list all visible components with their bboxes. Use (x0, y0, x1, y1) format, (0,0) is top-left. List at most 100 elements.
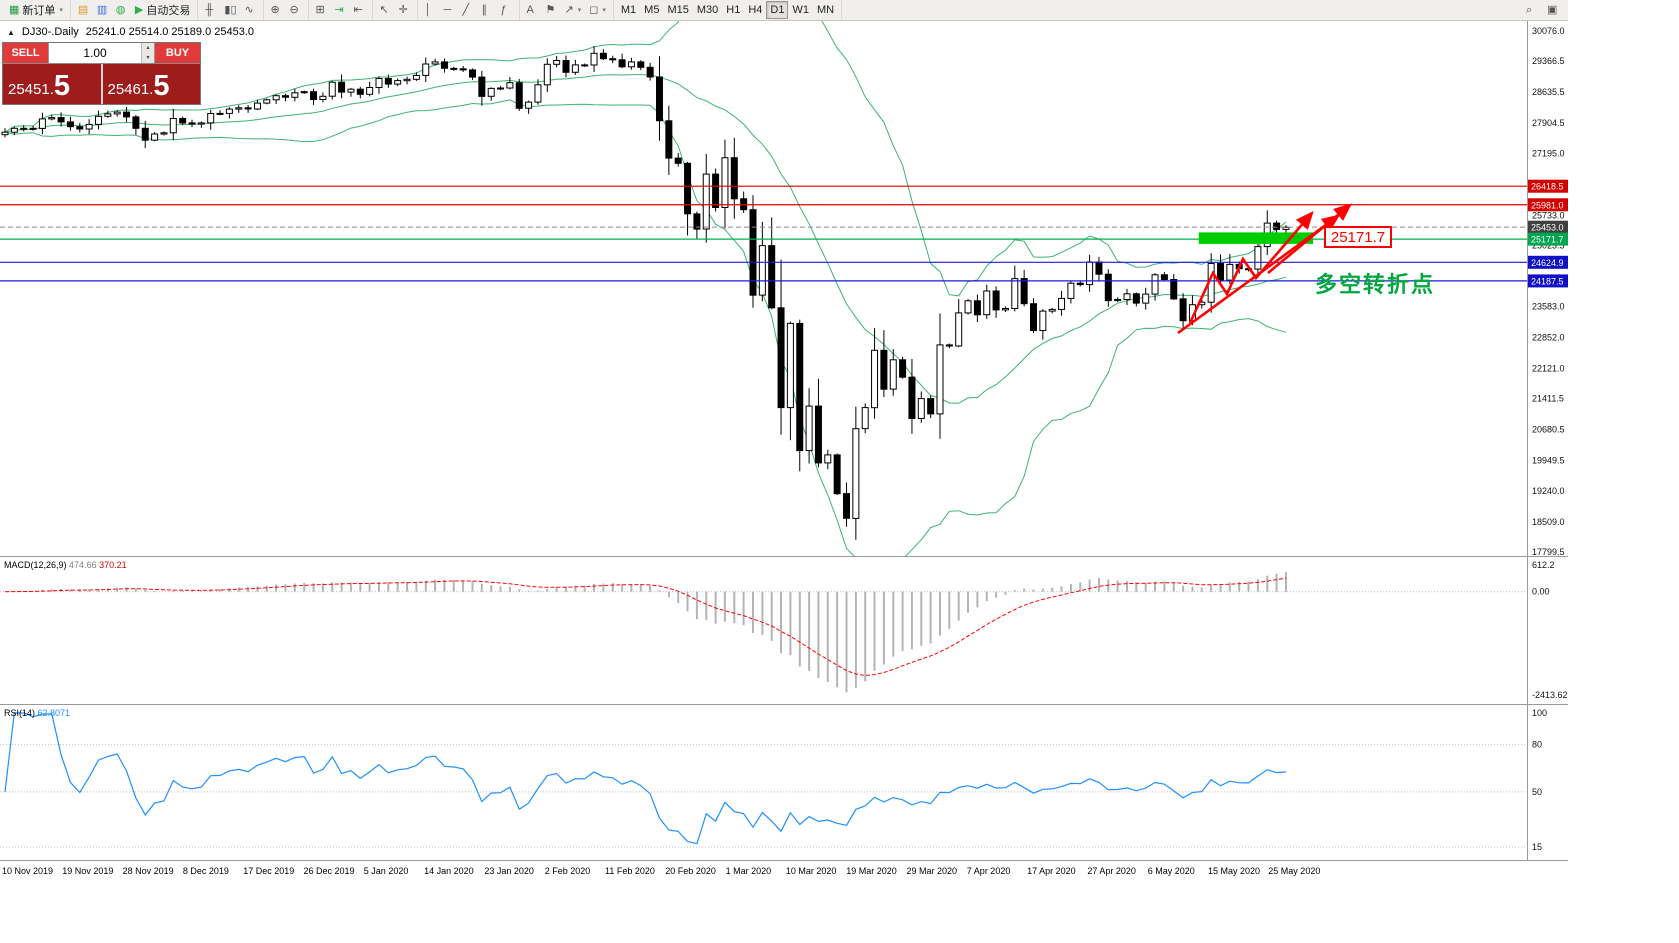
zoom-group: ⊕ ⊖ (264, 0, 309, 20)
tf-m1-button[interactable]: M1 (617, 1, 640, 19)
auto-scroll-button[interactable]: ⇥ (331, 1, 350, 19)
buy-price[interactable]: 25461. 5 (100, 64, 201, 104)
zoom-in-icon: ⊕ (270, 3, 280, 16)
arrows-button[interactable]: ↗ ▾ (561, 1, 586, 19)
volume-input[interactable] (49, 43, 141, 63)
price-axis-label: 18509.0 (1532, 517, 1565, 527)
horizontal-line-button[interactable]: ─ (440, 1, 459, 19)
crosshair-button[interactable]: ✛ (395, 1, 414, 19)
toolbar-right: ⌕ ▣ (1522, 1, 1566, 19)
tf-m30-button[interactable]: M30 (693, 1, 722, 19)
rsi-canvas[interactable]: 100 80 50 15 (0, 705, 1568, 861)
auto-scroll-icon: ⇥ (334, 3, 344, 16)
price-level-badge: 24187.5 (1528, 274, 1568, 288)
price-level-badge: 25981.0 (1528, 198, 1568, 212)
price-level-badge: 24624.9 (1528, 255, 1568, 269)
rsi-axis-label: 50 (1532, 787, 1542, 797)
new-window-button[interactable]: ▣ (1543, 1, 1562, 19)
time-axis-label: 8 Dec 2019 (182, 866, 229, 876)
crosshair-icon: ✛ (398, 3, 408, 16)
price-level-badge: 25171.7 (1528, 232, 1568, 246)
sell-button[interactable]: SELL (3, 43, 48, 63)
text-button[interactable]: A (523, 1, 542, 19)
price-axis-label: 22121.0 (1532, 364, 1565, 374)
candles (1, 46, 1290, 540)
time-axis-label: 29 Mar 2020 (906, 866, 958, 876)
buy-button[interactable]: BUY (155, 43, 200, 63)
fibonacci-button[interactable]: ƒ (497, 1, 516, 19)
horizontal-line-icon: ─ (443, 3, 452, 16)
chart-area: 30076.0 29366.5 28635.5 27904.5 27195.0 25733… (0, 21, 1568, 880)
new-order-label: 新订单 (22, 5, 56, 17)
tile-windows-button[interactable]: ⊞ (312, 1, 331, 19)
window-group: ⊞ ⇥ ⇤ (309, 0, 373, 20)
price-axis-label: 28635.5 (1532, 87, 1565, 97)
shapes-button[interactable]: ◻ ▾ (585, 1, 610, 19)
time-axis-label: 11 Feb 2020 (605, 866, 655, 876)
autotrading-button[interactable]: ▶ 自动交易 (131, 1, 194, 19)
text-icon: A (526, 3, 534, 16)
zoom-in-button[interactable]: ⊕ (267, 1, 286, 19)
dropdown-caret-icon: ▾ (577, 7, 582, 14)
volume-down-button[interactable]: ▾ (142, 53, 154, 63)
time-axis-label: 10 Nov 2019 (2, 866, 54, 876)
candlestick-chart-button[interactable]: ▮▯ (220, 1, 240, 19)
tf-m15-button[interactable]: M15 (663, 1, 692, 19)
sell-price-main: 25451. (8, 80, 54, 98)
tf-mn-button[interactable]: MN (813, 1, 838, 19)
macd-axis[interactable]: 612.2 0.00 -2413.62 (1532, 560, 1568, 700)
macd-pane: 612.2 0.00 -2413.62 MACD(12,26,9) 474.66 3… (0, 557, 1568, 705)
trendline-button[interactable]: ╱ (459, 1, 478, 19)
dropdown-caret-icon: ▾ (602, 7, 606, 14)
line-chart-button[interactable]: ∿ (241, 1, 260, 19)
tf-d1-label: D1 (770, 4, 785, 16)
tf-h4-button[interactable]: H4 (744, 1, 766, 19)
time-axis-label: 6 May 2020 (1147, 866, 1195, 876)
tf-h1-button[interactable]: H1 (722, 1, 744, 19)
toolbar-groups: ▦ 新订单 ▾ ▤ ▥ ◍ ▶ 自动交易 ╫ ▮▯ ∿ ⊕ ⊖ ⊞ ⇥ ⇤ ↖ ✛ │ ─ ╱ ∥ ƒ A ⚑ ↗ ▾ ◻ ▾ M1 M5 M… (2, 0, 843, 20)
symbol-period-label: DJ30-.Daily (21, 26, 79, 38)
time-axis-label: 27 Apr 2020 (1087, 866, 1136, 876)
chart-shift-button[interactable]: ⇤ (350, 1, 369, 19)
time-axis-label: 26 Dec 2019 (303, 866, 355, 876)
main-chart-canvas[interactable]: 30076.0 29366.5 28635.5 27904.5 27195.0 25733… (0, 21, 1568, 557)
label-button[interactable]: ⚑ (542, 1, 561, 19)
tf-mn-label: MN (816, 4, 835, 16)
tf-m5-button[interactable]: M5 (640, 1, 663, 19)
time-axis-label: 10 Mar 2020 (785, 866, 837, 876)
vertical-line-button[interactable]: │ (421, 1, 440, 19)
trendline-icon: ╱ (462, 3, 470, 16)
tf-d1-button[interactable]: D1 (766, 1, 789, 19)
rsi-axis[interactable]: 100 80 50 15 (1532, 708, 1547, 852)
price-axis[interactable]: 30076.0 29366.5 28635.5 27904.5 27195.0 25733… (1528, 26, 1568, 557)
price-axis-label: 30076.0 (1532, 26, 1565, 36)
collapse-arrow-icon[interactable]: ▲ (7, 27, 15, 37)
rsi-line (4, 712, 1287, 845)
time-axis-label: 25 May 2020 (1268, 866, 1321, 876)
navigator-button[interactable]: ▥ (93, 1, 112, 19)
svg-text:25981.0: 25981.0 (1531, 200, 1564, 210)
label-icon: ⚑ (545, 3, 556, 16)
price-axis-label: 21411.5 (1532, 394, 1564, 404)
time-axis-label: 7 Apr 2020 (966, 866, 1011, 876)
sell-price[interactable]: 25451. 5 (3, 64, 101, 104)
buy-price-pip: 5 (153, 70, 170, 103)
macd-signal-line (4, 577, 1287, 677)
channel-icon: ∥ (481, 3, 488, 16)
bar-chart-button[interactable]: ╫ (201, 1, 220, 19)
search-button[interactable]: ⌕ (1522, 1, 1541, 19)
time-axis[interactable]: 10 Nov 2019 19 Nov 2019 28 Nov 2019 8 Dec 2… (0, 861, 1568, 880)
terminal-button[interactable]: ◍ (112, 1, 131, 19)
tf-w1-button[interactable]: W1 (788, 1, 813, 19)
time-axis-label: 15 May 2020 (1208, 866, 1261, 876)
macd-canvas[interactable]: 612.2 0.00 -2413.62 (0, 557, 1568, 705)
volume-up-button[interactable]: ▴ (142, 43, 154, 53)
macd-axis-label: 0.00 (1532, 587, 1550, 597)
new-order-button[interactable]: ▦ 新订单 ▾ (5, 1, 67, 19)
channel-button[interactable]: ∥ (478, 1, 497, 19)
time-axis-label: 2 Feb 2020 (544, 866, 591, 876)
zoom-out-button[interactable]: ⊖ (286, 1, 305, 19)
cursor-button[interactable]: ↖ (376, 1, 395, 19)
trade-widget-prices: 25451. 5 25461. 5 (3, 64, 200, 104)
market-watch-button[interactable]: ▤ (74, 1, 93, 19)
